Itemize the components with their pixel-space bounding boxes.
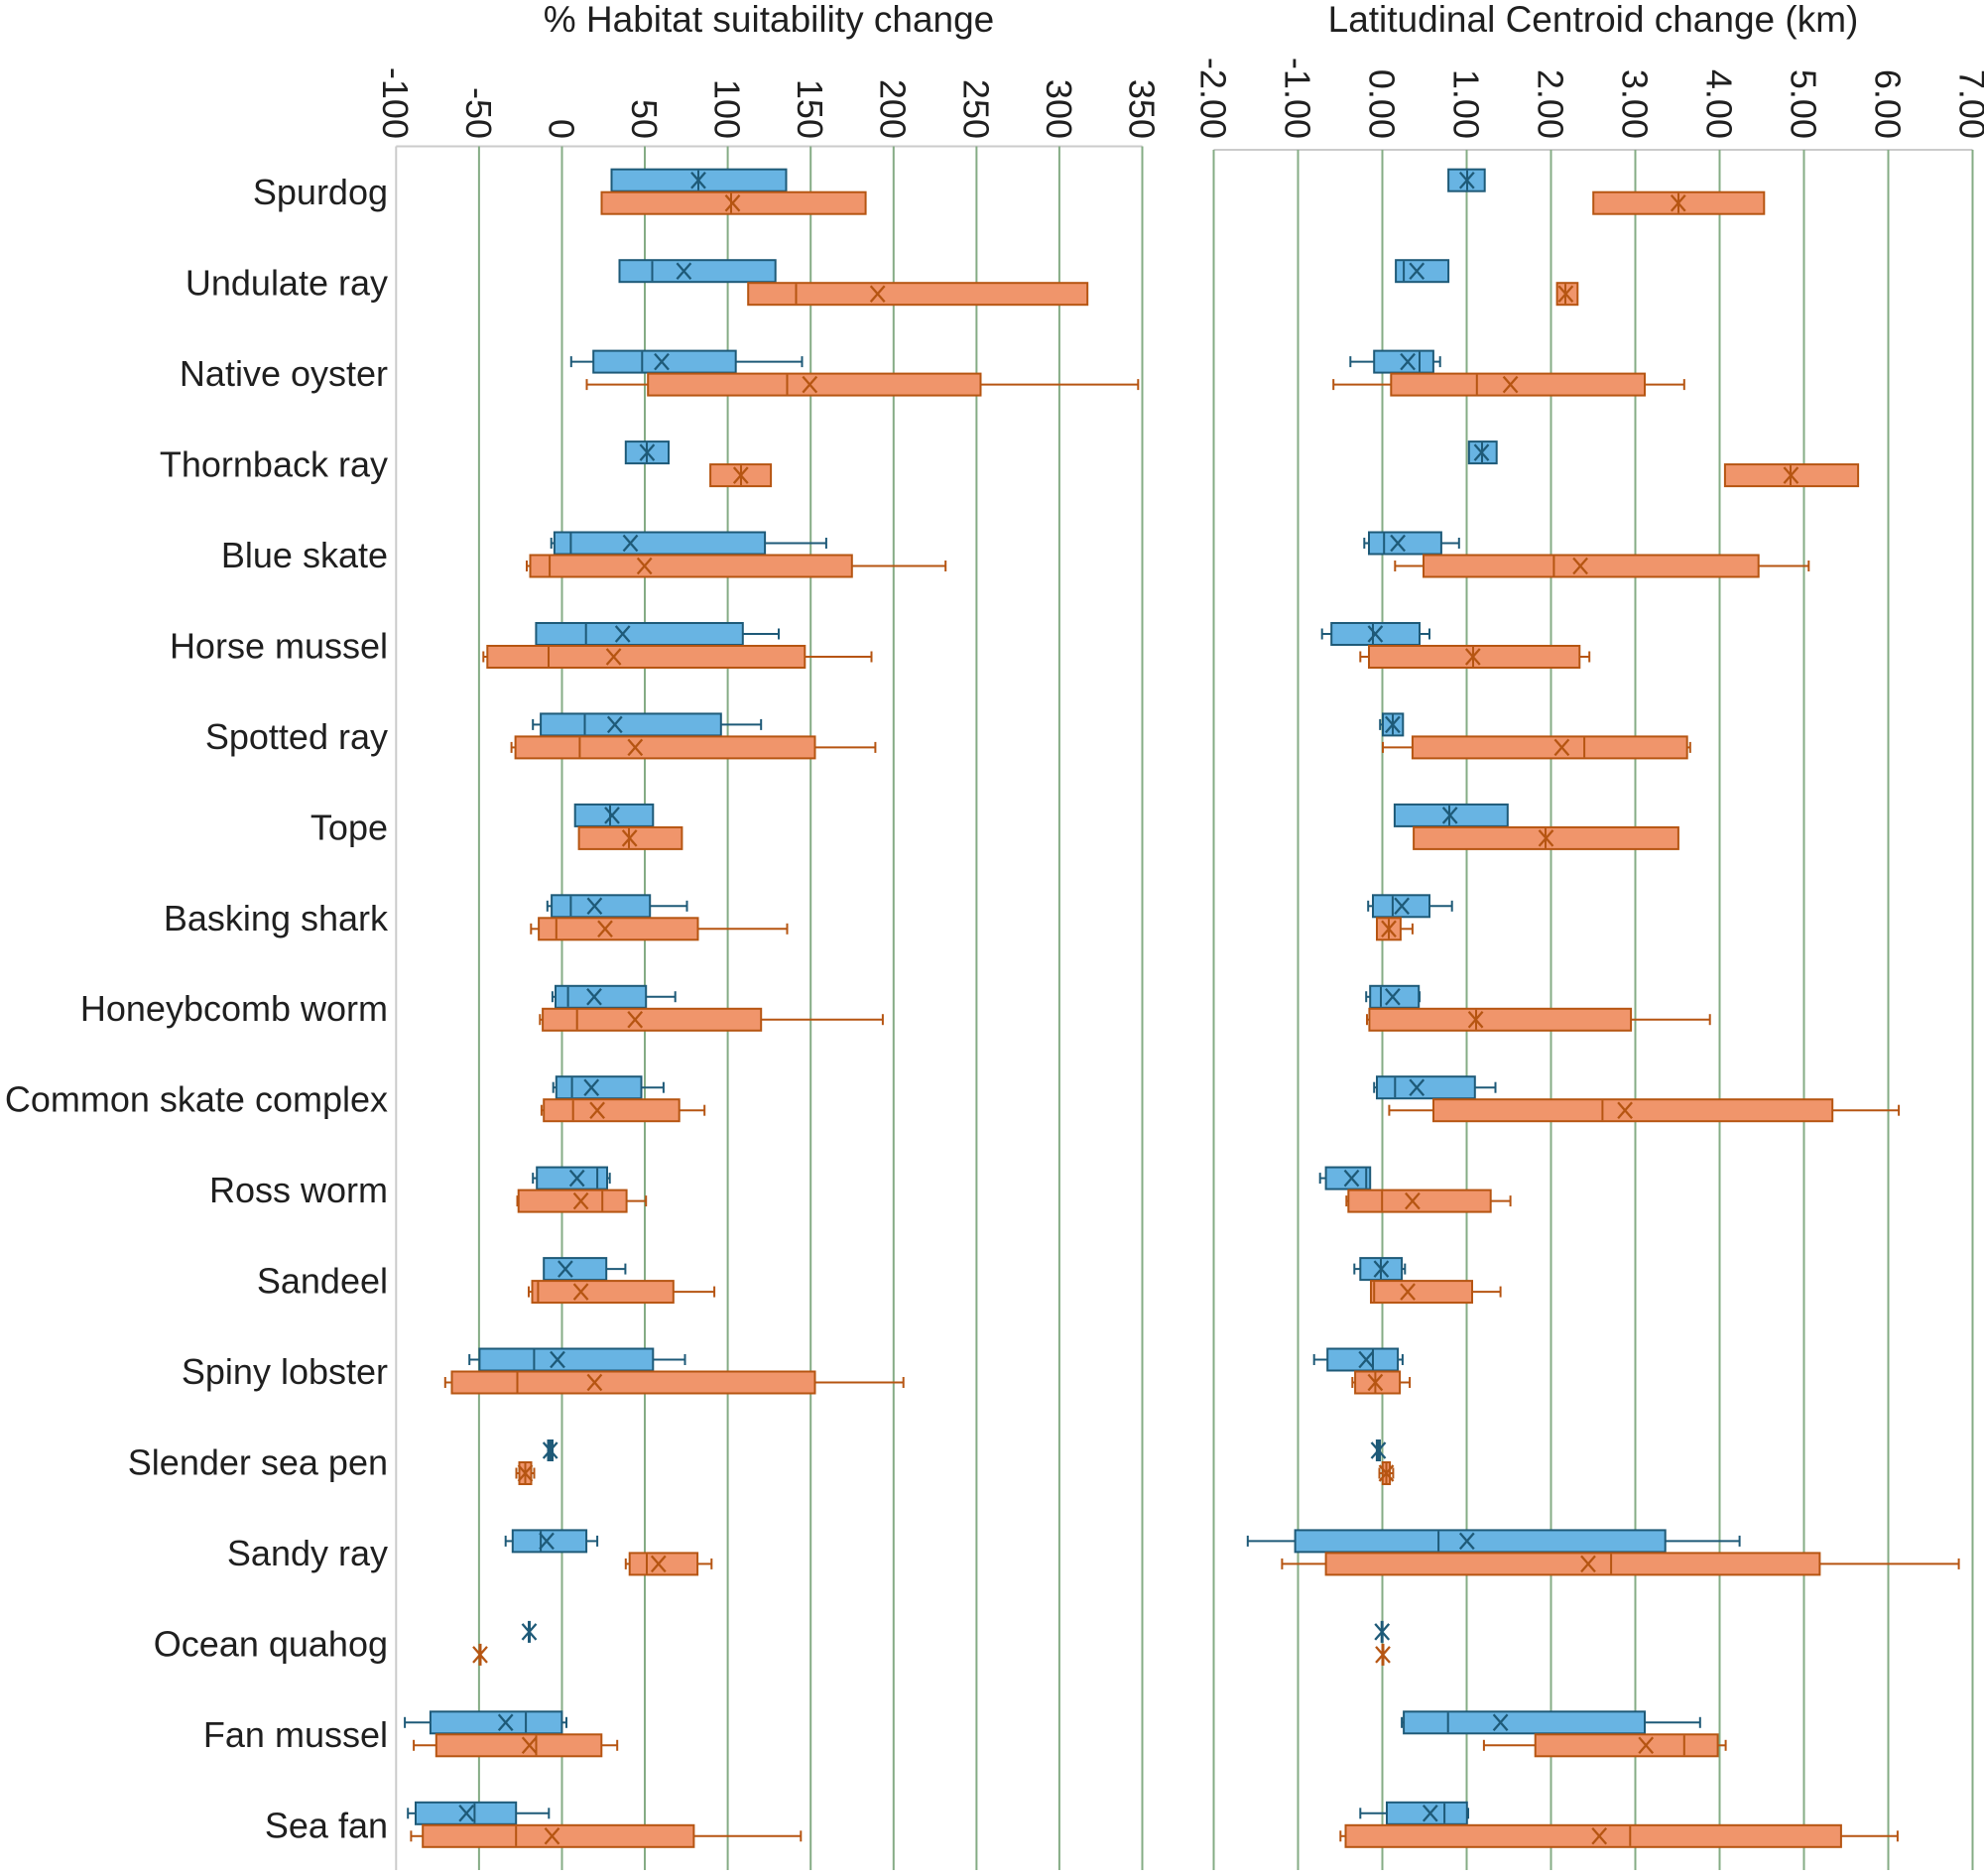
svg-text:6.00: 6.00 xyxy=(1867,69,1908,139)
svg-text:Sea fan: Sea fan xyxy=(265,1805,388,1845)
svg-text:-100: -100 xyxy=(375,67,416,139)
svg-text:Ross worm: Ross worm xyxy=(209,1170,388,1210)
svg-text:350: 350 xyxy=(1121,79,1162,139)
svg-text:-1.00: -1.00 xyxy=(1277,58,1317,139)
svg-text:Spotted ray: Spotted ray xyxy=(205,716,388,757)
svg-text:200: 200 xyxy=(873,79,914,139)
svg-text:Sandeel: Sandeel xyxy=(257,1261,388,1302)
svg-text:Blue skate: Blue skate xyxy=(221,535,388,575)
svg-text:Common skate complex: Common skate complex xyxy=(5,1079,388,1120)
svg-text:300: 300 xyxy=(1039,79,1079,139)
svg-text:Sandy ray: Sandy ray xyxy=(227,1533,388,1573)
svg-text:-50: -50 xyxy=(458,87,499,139)
svg-text:% Habitat suitability change: % Habitat suitability change xyxy=(544,0,995,40)
svg-text:Honeybcomb worm: Honeybcomb worm xyxy=(80,988,388,1029)
svg-text:3.00: 3.00 xyxy=(1614,69,1655,139)
svg-text:Fan mussel: Fan mussel xyxy=(203,1714,388,1755)
svg-text:Undulate ray: Undulate ray xyxy=(186,263,388,304)
svg-text:1.00: 1.00 xyxy=(1445,69,1486,139)
svg-text:Native oyster: Native oyster xyxy=(180,353,388,394)
svg-text:Tope: Tope xyxy=(310,807,388,847)
svg-text:250: 250 xyxy=(955,79,996,139)
svg-text:5.00: 5.00 xyxy=(1783,69,1823,139)
svg-text:7.00: 7.00 xyxy=(1951,69,1984,139)
svg-text:Latitudinal Centroid change (k: Latitudinal Centroid change (km) xyxy=(1328,0,1859,40)
svg-text:Ocean quahog: Ocean quahog xyxy=(154,1623,388,1664)
svg-text:Thornback ray: Thornback ray xyxy=(160,444,388,485)
svg-text:0: 0 xyxy=(541,119,581,139)
svg-text:Slender sea pen: Slender sea pen xyxy=(128,1442,388,1483)
svg-text:2.00: 2.00 xyxy=(1530,69,1570,139)
svg-text:Spiny lobster: Spiny lobster xyxy=(182,1351,388,1392)
svg-text:Basking shark: Basking shark xyxy=(164,898,389,938)
svg-text:0.00: 0.00 xyxy=(1361,69,1402,139)
svg-text:-2.00: -2.00 xyxy=(1192,58,1233,139)
svg-text:Horse mussel: Horse mussel xyxy=(170,626,388,667)
svg-text:4.00: 4.00 xyxy=(1698,69,1739,139)
svg-text:100: 100 xyxy=(707,79,748,139)
svg-text:50: 50 xyxy=(624,99,665,139)
svg-text:150: 150 xyxy=(790,79,830,139)
svg-text:Spurdog: Spurdog xyxy=(253,172,388,212)
